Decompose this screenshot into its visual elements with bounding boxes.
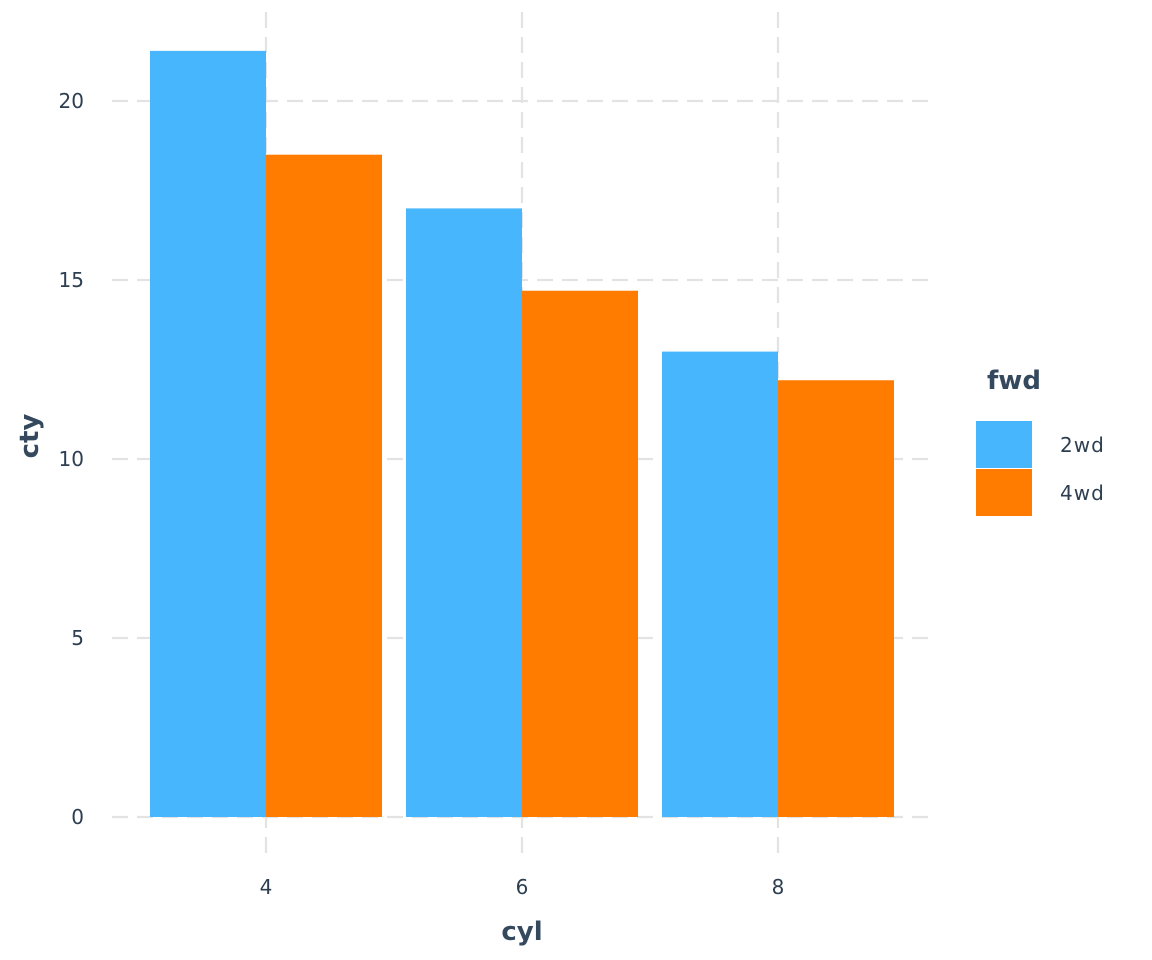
bar-4wd-6 [522, 290, 638, 817]
bar-2wd-8 [662, 351, 778, 817]
y-tick-label: 15 [59, 268, 84, 292]
y-tick-label: 10 [59, 447, 84, 471]
y-axis-title: cty [15, 414, 45, 459]
legend-label-4wd: 4wd [1060, 481, 1105, 505]
bar-4wd-4 [266, 154, 382, 817]
legend-label-2wd: 2wd [1060, 433, 1105, 457]
y-tick-labels: 0 5 10 15 20 [59, 89, 84, 829]
x-axis-title: cyl [501, 917, 542, 947]
bars [150, 50, 894, 817]
x-tick-label: 6 [516, 875, 529, 899]
legend-key-2wd [976, 421, 1032, 468]
x-tick-label: 8 [772, 875, 785, 899]
bar-2wd-4 [150, 50, 266, 817]
legend-key-4wd [976, 469, 1032, 516]
legend-items: 2wd 4wd [976, 421, 1105, 516]
x-tick-label: 4 [260, 875, 273, 899]
y-tick-label: 0 [71, 805, 84, 829]
y-tick-label: 5 [71, 626, 84, 650]
bar-4wd-8 [778, 380, 894, 817]
legend-title: fwd [987, 366, 1041, 396]
legend: fwd 2wd 4wd [976, 366, 1105, 516]
x-tick-labels: 4 6 8 [260, 875, 785, 899]
y-tick-label: 20 [59, 89, 84, 113]
bar-2wd-6 [406, 208, 522, 817]
